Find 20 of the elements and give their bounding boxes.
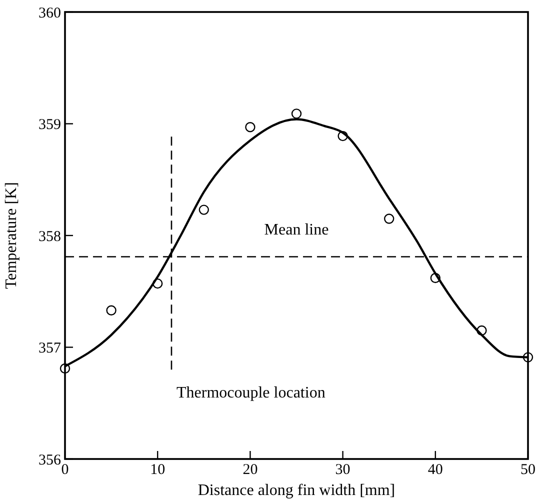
x-tick-label: 40 [428,462,443,478]
y-tick-label: 360 [38,5,61,22]
y-tick-label: 359 [38,117,61,133]
y-tick-label: 357 [38,340,62,356]
x-tick-label: 10 [150,462,166,478]
point [245,122,256,132]
x-tick-label: 30 [335,462,350,478]
x-axis-title: Distance along fin width [mm] [198,482,396,499]
point [198,204,209,215]
y-tick-label: 356 [38,452,62,468]
y-tick-label: 358 [38,228,61,245]
x-tick-label: 20 [242,462,258,478]
y-axis-title: Temperature [K] [3,182,20,289]
ref-line-label: Mean line [264,222,329,239]
x-tick-label: 0 [61,462,69,478]
point [106,305,116,316]
point [384,214,394,224]
point [291,108,302,119]
x-tick-label: 50 [520,462,536,478]
ref-line-label: Thermocouple location [176,384,326,402]
